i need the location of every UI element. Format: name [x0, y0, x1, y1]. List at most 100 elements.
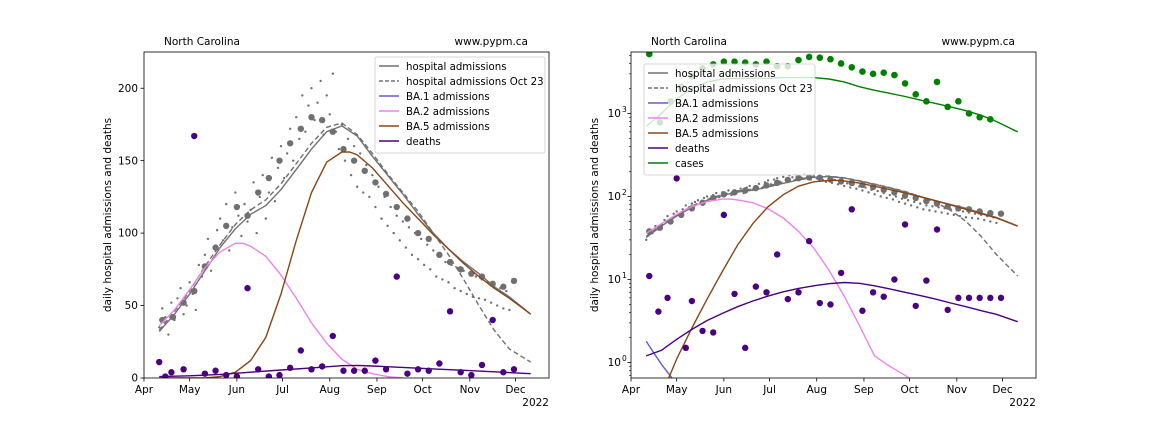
- hospital-daily-point: [937, 206, 940, 209]
- legend-label: deaths: [675, 144, 710, 155]
- hospital-daily-point: [331, 72, 334, 75]
- y-axis-label: daily hospital admissions and deaths: [589, 118, 601, 312]
- legend-label: BA.5 admissions: [406, 122, 490, 133]
- hospital-daily-point: [432, 249, 435, 252]
- y-tick-exponent: 3: [622, 105, 627, 114]
- hospital-daily-point: [346, 137, 350, 141]
- hospital-daily-point: [285, 152, 289, 155]
- death-point: [318, 363, 326, 370]
- hospital-daily-point: [766, 179, 770, 182]
- hospital-weekly-point: [318, 116, 326, 124]
- death-point: [763, 289, 770, 296]
- death-point: [244, 284, 251, 292]
- x-tick-label: Sep: [367, 384, 387, 396]
- hospital-daily-point: [225, 202, 228, 206]
- hospital-daily-point: [922, 208, 925, 211]
- hospital-daily-point: [748, 184, 751, 188]
- case-point: [912, 91, 920, 98]
- hospital-weekly-point: [372, 179, 379, 186]
- death-point: [682, 344, 690, 352]
- hospital-daily-point: [931, 205, 934, 208]
- hospital-daily-point: [715, 191, 718, 195]
- hospital-weekly-point: [510, 277, 518, 285]
- hospital-daily-point: [410, 253, 414, 257]
- death-point: [510, 366, 518, 373]
- hospital-daily-point: [645, 238, 648, 242]
- hospital-daily-point: [973, 212, 977, 215]
- death-point: [457, 369, 464, 376]
- hospital-daily-point: [474, 275, 478, 278]
- death-point: [901, 221, 909, 228]
- chart-panel-log: North Carolina www.pypm.ca daily hospita…: [589, 36, 1037, 409]
- hospital-daily-point: [757, 182, 761, 186]
- death-point: [436, 360, 443, 367]
- hospital-daily-point: [292, 159, 295, 162]
- hospital-weekly-point: [350, 157, 358, 164]
- death-point: [891, 276, 898, 283]
- hospital-daily-point: [371, 173, 374, 177]
- hospital-daily-point: [279, 144, 283, 148]
- hospital-daily-point: [398, 239, 401, 242]
- case-point: [731, 58, 738, 66]
- hospital-daily-point: [386, 224, 389, 228]
- hospital-weekly-point: [308, 114, 315, 121]
- hospital-daily-point: [727, 189, 730, 192]
- death-point: [286, 364, 294, 372]
- death-point: [933, 226, 941, 233]
- series-line-hospital-admissions-oct-23: [645, 175, 1019, 277]
- death-point: [201, 370, 209, 377]
- x-tick-label: Apr: [135, 384, 154, 396]
- hospital-daily-point: [879, 195, 882, 198]
- x-tick-label: Jun: [715, 384, 732, 396]
- hospital-daily-point: [675, 210, 678, 213]
- death-point: [425, 367, 432, 374]
- hospital-daily-point: [873, 193, 876, 196]
- hospital-daily-point: [696, 199, 700, 202]
- hospital-daily-point: [885, 196, 888, 200]
- hospital-daily-point: [441, 278, 444, 281]
- hospital-daily-point: [876, 189, 879, 193]
- hospital-daily-point: [404, 246, 408, 249]
- hospital-daily-point: [158, 326, 161, 329]
- chart-title-left: North Carolina: [164, 36, 240, 48]
- legend-box: [374, 56, 546, 154]
- hospital-daily-point: [395, 214, 398, 217]
- death-point: [361, 367, 368, 374]
- death-point: [212, 367, 219, 374]
- hospital-daily-point: [961, 210, 965, 213]
- y-tick-label: 10: [608, 357, 621, 369]
- hospital-weekly-point: [457, 266, 464, 273]
- x-tick-label: Oct: [414, 384, 432, 396]
- death-point: [673, 175, 680, 182]
- hospital-daily-point: [894, 195, 898, 198]
- hospital-daily-point: [422, 263, 426, 267]
- hospital-weekly-point: [265, 174, 273, 182]
- hospital-daily-point: [237, 214, 240, 217]
- case-point: [837, 60, 845, 67]
- death-point: [446, 308, 454, 315]
- hospital-daily-point: [273, 200, 277, 203]
- hospital-daily-point: [170, 301, 173, 304]
- hospital-daily-point: [663, 218, 666, 222]
- hospital-weekly-point: [901, 192, 909, 199]
- hospital-daily-point: [164, 315, 167, 319]
- hospital-daily-point: [307, 104, 310, 107]
- death-point: [837, 269, 845, 277]
- death-point: [350, 367, 358, 374]
- hospital-weekly-point: [393, 203, 400, 211]
- death-point: [955, 294, 962, 302]
- hospital-daily-point: [958, 214, 962, 218]
- hospital-daily-point: [377, 185, 380, 188]
- legend-label: BA.2 admissions: [406, 107, 490, 118]
- death-point: [664, 294, 671, 302]
- hospital-weekly-point: [340, 145, 347, 153]
- hospital-daily-point: [775, 176, 779, 180]
- y-axis-label: daily hospital admissions and deaths: [102, 118, 114, 312]
- hospital-daily-point: [368, 195, 371, 199]
- death-point: [265, 373, 273, 378]
- hospital-daily-point: [359, 152, 362, 155]
- legend-box: [643, 63, 816, 176]
- hospital-daily-point: [964, 216, 968, 219]
- death-point: [859, 307, 866, 314]
